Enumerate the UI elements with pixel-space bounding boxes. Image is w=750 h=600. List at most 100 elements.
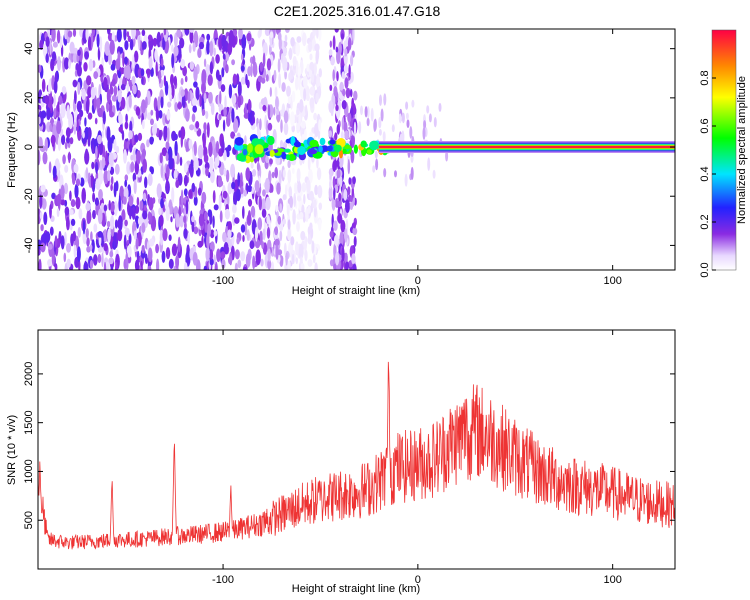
spectrogram-cell [191,220,195,233]
spectrogram-cell [366,149,372,155]
spectrogram-cell [344,77,349,89]
spectrogram-cell [369,140,379,151]
spectrogram-cell [329,139,336,145]
spectrogram-cell [345,87,351,99]
spectrogram-cell [175,255,180,269]
spectrogram-cell [57,136,62,151]
spectrogram-cell [147,173,153,186]
spectrogram-cell [209,156,214,173]
spectrogram-cell [46,107,51,121]
spectrogram-cell [216,248,221,263]
spectrogram-cell [56,29,61,44]
spectrogram-cell [259,230,263,246]
spectrogram-cell [128,94,132,108]
spectrogram-cell [141,244,145,254]
spectrogram-cell [183,162,188,173]
spectrogram-cell [266,227,271,239]
spectrogram-cell [327,145,333,152]
spectrogram-cell [83,62,88,72]
spectrogram-cell [90,86,96,99]
spectrogram-cell [54,235,58,248]
spectrogram-y-axis-title: Frequency (Hz) [6,112,18,188]
spectrogram-cell [183,206,187,218]
spectrogram-cell [445,150,449,162]
spectrogram-cell [170,216,173,223]
spectrogram-cell [299,99,304,113]
spectrogram-cell [150,166,154,175]
spectrogram-cell [213,254,216,266]
spectrogram-cell [137,217,142,226]
spectrogram-cell [147,34,153,42]
spectrogram-cell [227,221,232,232]
spectrogram-x-axis-title: Height of straight line (km) [292,285,420,297]
spectrogram-cell [97,253,102,264]
spectrogram-cell [336,200,342,207]
spectrogram-cell [56,208,60,218]
spectrogram-cell [335,104,339,112]
spectrogram-cell [309,139,319,148]
spectrogram-cell [307,156,311,171]
spectrogram-cell [274,238,280,246]
spectrogram-cell [106,126,111,142]
spectrogram-cell [189,61,195,70]
spectrogram-cell [283,148,291,153]
spectrogram-cell [115,58,121,71]
spectrogram-cell [271,171,275,179]
spectrogram-cell [228,256,233,265]
spectrogram-cell [48,161,52,174]
spectrogram-cell [152,197,156,204]
spectrogram-cell [279,230,283,242]
spectrogram-cell [40,110,47,119]
spectrogram-cell [254,180,260,193]
spectrogram-cell [394,170,397,178]
spectrogram-cell [118,195,122,212]
spectrogram-cell [129,143,133,153]
spectrogram-cell [75,178,81,187]
y-tick-label: 2000 [23,362,35,386]
spectrogram-cell [184,75,188,83]
spectrogram-cell [188,138,193,150]
spectrogram-cell [250,63,253,77]
spectrogram-cell [193,66,198,82]
spectrogram-cell [69,41,75,54]
spectrogram-cell [333,144,342,152]
spectrogram-cell [62,154,66,165]
spectrogram-cell [76,246,81,262]
spectrogram-cell [43,211,48,225]
spectrogram-cell [332,35,336,50]
spectrogram-cell [168,258,174,269]
spectrogram-cell [155,243,160,254]
spectrogram-cell [158,129,162,141]
spectrogram-cell [148,197,154,211]
snr-frame [37,329,676,570]
spectrogram-cell [282,218,286,225]
spectrogram-cell [345,261,350,270]
spectrogram-cell [432,169,436,179]
spectrogram-cell [296,122,300,134]
spectrogram-cell [127,35,131,42]
spectrogram-cell [63,182,69,195]
spectrogram-cell [228,30,234,46]
spectrogram-cell [191,182,196,193]
spectrogram-cell [98,189,103,201]
spectrogram-cell [106,101,109,113]
signal-line-peak [378,146,675,148]
spectrogram-cell [291,90,296,103]
spectrogram-cell [247,98,251,114]
spectrogram-cell [185,199,189,215]
spectrogram-cell [335,251,340,266]
spectrogram-cell [103,243,108,252]
spectrogram-cell [353,90,358,101]
spectrogram-cell [83,80,87,91]
spectrogram-cell [47,243,53,250]
spectrogram-cell [73,121,77,135]
colorbar-label: Normalized spectral amplitude [736,76,748,224]
spectrogram-cell [216,155,220,167]
spectrogram-cell [85,167,89,179]
spectrogram-cell [107,169,111,182]
spectrogram-cell [203,92,207,104]
spectrogram-cell [208,141,213,157]
spectrogram-cell [84,150,90,165]
spectrogram-cell [353,144,358,154]
colorbar-tick-label: 0.0 [699,262,711,277]
